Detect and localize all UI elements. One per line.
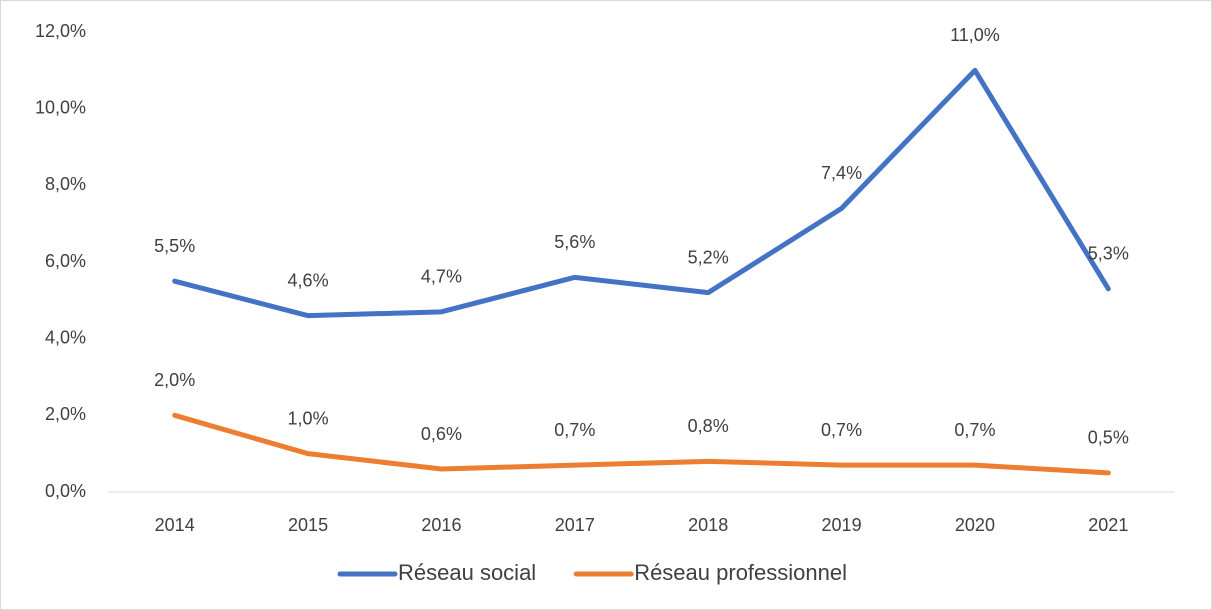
x-tick-label: 2019 bbox=[822, 515, 862, 535]
data-label: 1,0% bbox=[288, 408, 329, 428]
legend-label: Réseau professionnel bbox=[634, 560, 847, 585]
x-tick-label: 2020 bbox=[955, 515, 995, 535]
y-tick-label: 12,0% bbox=[35, 21, 86, 41]
y-tick-label: 6,0% bbox=[45, 251, 86, 271]
x-tick-label: 2016 bbox=[421, 515, 461, 535]
y-tick-label: 4,0% bbox=[45, 327, 86, 347]
y-tick-label: 10,0% bbox=[35, 97, 86, 117]
data-label: 0,8% bbox=[688, 416, 729, 436]
x-tick-label: 2017 bbox=[555, 515, 595, 535]
x-tick-label: 2014 bbox=[155, 515, 195, 535]
data-label: 4,7% bbox=[421, 267, 462, 287]
series-line bbox=[172, 412, 1111, 476]
data-label: 7,4% bbox=[821, 163, 862, 183]
data-label: 4,6% bbox=[288, 270, 329, 290]
y-tick-label: 8,0% bbox=[45, 174, 86, 194]
data-label: 5,6% bbox=[554, 232, 595, 252]
data-label: 0,7% bbox=[821, 420, 862, 440]
legend-label: Réseau social bbox=[398, 560, 536, 585]
x-tick-label: 2018 bbox=[688, 515, 728, 535]
data-label: 0,7% bbox=[554, 420, 595, 440]
data-label: 0,6% bbox=[421, 424, 462, 444]
data-label: 5,3% bbox=[1088, 244, 1129, 264]
data-label: 5,2% bbox=[688, 247, 729, 267]
x-tick-label: 2015 bbox=[288, 515, 328, 535]
x-tick-label: 2021 bbox=[1088, 515, 1128, 535]
y-tick-label: 0,0% bbox=[45, 481, 86, 501]
data-label: 5,5% bbox=[154, 236, 195, 256]
data-label: 0,7% bbox=[954, 420, 995, 440]
data-label: 2,0% bbox=[154, 370, 195, 390]
data-label: 11,0% bbox=[950, 25, 1000, 45]
y-tick-label: 2,0% bbox=[45, 404, 86, 424]
data-label: 0,5% bbox=[1088, 428, 1129, 448]
series-line bbox=[172, 67, 1111, 319]
